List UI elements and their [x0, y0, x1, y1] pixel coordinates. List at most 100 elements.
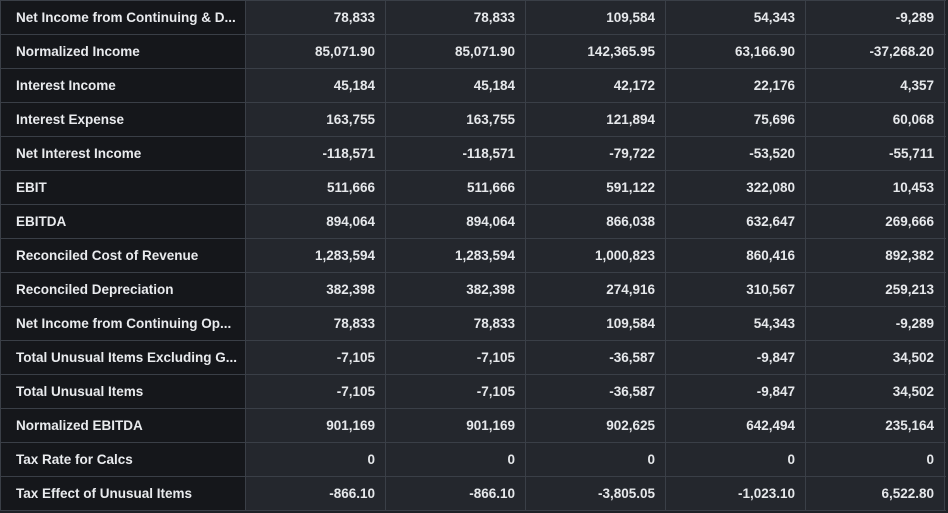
table-row: Interest Expense 163,755 163,755 121,894 75,…: [1, 103, 946, 137]
value-cell: 322,080: [666, 171, 806, 204]
value-cell: 902,625: [526, 409, 666, 442]
table-row: Tax Effect of Unusual Items -866.10 -866.1…: [1, 477, 946, 511]
table-row: Tax Rate for Calcs 0 0 0 0 0: [1, 443, 946, 477]
value-cell: 54,343: [666, 1, 806, 34]
value-cell: -9,847: [666, 375, 806, 408]
value-cell: -7,105: [246, 341, 386, 374]
value-cell: 60,068: [806, 103, 945, 136]
value-cell: 85,071.90: [246, 35, 386, 68]
row-label: Net Income from Continuing & D...: [1, 1, 246, 34]
value-cell: 894,064: [386, 205, 526, 238]
row-label: Tax Effect of Unusual Items: [1, 477, 246, 510]
row-label: Reconciled Cost of Revenue: [1, 239, 246, 272]
value-cell: 78,833: [386, 307, 526, 340]
row-label: Net Interest Income: [1, 137, 246, 170]
table-row: Net Income from Continuing & D... 78,833 7…: [1, 1, 946, 35]
value-cell: -866.10: [246, 477, 386, 510]
value-cell: 0: [666, 443, 806, 476]
value-cell: 34,502: [806, 341, 945, 374]
table-row: Interest Income 45,184 45,184 42,172 22,176 4…: [1, 69, 946, 103]
value-cell: -9,289: [806, 307, 945, 340]
value-cell: -7,105: [386, 375, 526, 408]
value-cell: 109,584: [526, 307, 666, 340]
value-cell: 310,567: [666, 273, 806, 306]
value-cell: 163,755: [246, 103, 386, 136]
value-cell: 269,666: [806, 205, 945, 238]
table-row: Net Interest Income -118,571 -118,571 -79,7…: [1, 137, 946, 171]
value-cell: 78,833: [386, 1, 526, 34]
value-cell: 0: [386, 443, 526, 476]
value-cell: 78,833: [246, 307, 386, 340]
row-label: EBIT: [1, 171, 246, 204]
value-cell: 54,343: [666, 307, 806, 340]
value-cell: 901,169: [386, 409, 526, 442]
row-label: Normalized Income: [1, 35, 246, 68]
value-cell: 1,283,594: [386, 239, 526, 272]
value-cell: 259,213: [806, 273, 945, 306]
value-cell: 866,038: [526, 205, 666, 238]
value-cell: 109,584: [526, 1, 666, 34]
value-cell: 121,894: [526, 103, 666, 136]
value-cell: 163,755: [386, 103, 526, 136]
value-cell: -9,847: [666, 341, 806, 374]
value-cell: 382,398: [386, 273, 526, 306]
value-cell: 0: [526, 443, 666, 476]
value-cell: 85,071.90: [386, 35, 526, 68]
value-cell: 0: [246, 443, 386, 476]
row-label: Interest Expense: [1, 103, 246, 136]
row-label: Total Unusual Items Excluding G...: [1, 341, 246, 374]
table-row: Net Income from Continuing Op... 78,833 78…: [1, 307, 946, 341]
value-cell: 63,166.90: [666, 35, 806, 68]
table-row: EBIT 511,666 511,666 591,122 322,080 10,453: [1, 171, 946, 205]
table-row: Normalized Income 85,071.90 85,071.90 142,3…: [1, 35, 946, 69]
value-cell: -55,711: [806, 137, 945, 170]
value-cell: 901,169: [246, 409, 386, 442]
value-cell: -37,268.20: [806, 35, 945, 68]
value-cell: 632,647: [666, 205, 806, 238]
value-cell: 591,122: [526, 171, 666, 204]
value-cell: 42,172: [526, 69, 666, 102]
value-cell: 34,502: [806, 375, 945, 408]
row-label: Interest Income: [1, 69, 246, 102]
table-row: Reconciled Cost of Revenue 1,283,594 1,283…: [1, 239, 946, 273]
value-cell: 274,916: [526, 273, 666, 306]
value-cell: 1,283,594: [246, 239, 386, 272]
value-cell: -53,520: [666, 137, 806, 170]
value-cell: 1,000,823: [526, 239, 666, 272]
value-cell: -118,571: [246, 137, 386, 170]
value-cell: 10,453: [806, 171, 945, 204]
row-label: Reconciled Depreciation: [1, 273, 246, 306]
value-cell: 45,184: [246, 69, 386, 102]
value-cell: 860,416: [666, 239, 806, 272]
value-cell: 4,357: [806, 69, 945, 102]
value-cell: -36,587: [526, 341, 666, 374]
value-cell: 75,696: [666, 103, 806, 136]
value-cell: 511,666: [246, 171, 386, 204]
value-cell: -36,587: [526, 375, 666, 408]
table-row: Total Unusual Items -7,105 -7,105 -36,587 -9…: [1, 375, 946, 409]
value-cell: -7,105: [386, 341, 526, 374]
value-cell: -79,722: [526, 137, 666, 170]
value-cell: 6,522.80: [806, 477, 945, 510]
value-cell: 382,398: [246, 273, 386, 306]
row-label: Net Income from Continuing Op...: [1, 307, 246, 340]
value-cell: 0: [806, 443, 945, 476]
value-cell: 892,382: [806, 239, 945, 272]
value-cell: -1,023.10: [666, 477, 806, 510]
value-cell: 142,365.95: [526, 35, 666, 68]
value-cell: 78,833: [246, 1, 386, 34]
value-cell: -118,571: [386, 137, 526, 170]
row-label: Tax Rate for Calcs: [1, 443, 246, 476]
value-cell: -3,805.05: [526, 477, 666, 510]
value-cell: 642,494: [666, 409, 806, 442]
value-cell: 511,666: [386, 171, 526, 204]
table-row: Total Unusual Items Excluding G... -7,105…: [1, 341, 946, 375]
value-cell: 22,176: [666, 69, 806, 102]
row-label: EBITDA: [1, 205, 246, 238]
value-cell: -7,105: [246, 375, 386, 408]
row-label: Normalized EBITDA: [1, 409, 246, 442]
table-row: Reconciled Depreciation 382,398 382,398 274…: [1, 273, 946, 307]
value-cell: 45,184: [386, 69, 526, 102]
value-cell: -866.10: [386, 477, 526, 510]
